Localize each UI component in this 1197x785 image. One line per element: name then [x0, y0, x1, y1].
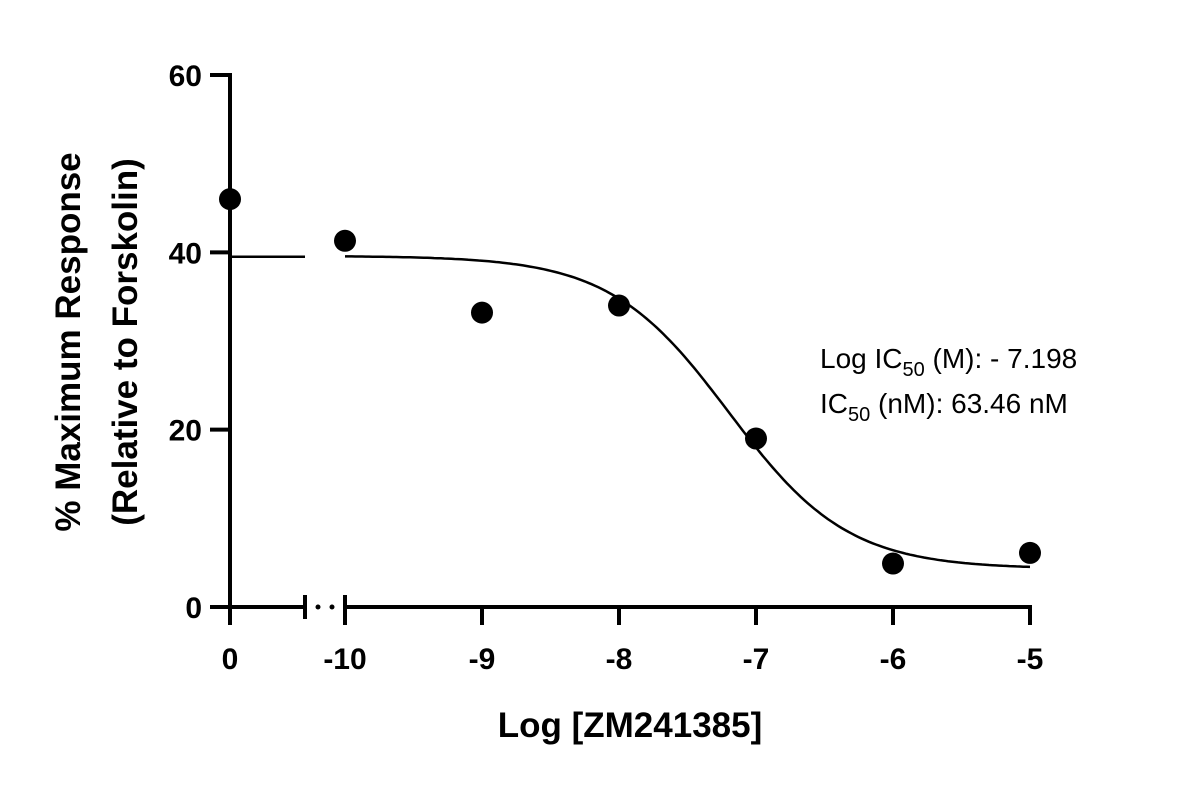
x-tick-label: -5: [1017, 643, 1044, 676]
y-tick-label: 40: [169, 237, 202, 270]
y-axis-title-line1: % Maximum Response: [49, 152, 88, 531]
annotation-ic50-nm-sub: 50: [848, 404, 870, 426]
data-point-baseline: [219, 188, 241, 211]
data-point: [608, 294, 630, 317]
x-axis-title: Log [ZM241385]: [498, 706, 763, 745]
annotation-ic50-nm: IC50 (nM): 63.46 nM: [820, 388, 1068, 426]
data-point: [745, 427, 767, 450]
annotation-log-ic50-pre: Log IC: [820, 343, 903, 374]
data-point: [882, 552, 904, 575]
x-tick-label: -6: [880, 643, 907, 676]
fit-curve-group: [230, 255, 1031, 569]
data-point: [334, 229, 356, 252]
annotation-log-ic50-sub: 50: [903, 359, 925, 381]
y-axis-title-line2: (Relative to Forskolin): [106, 158, 145, 526]
x-axis-break-dot: [315, 604, 321, 610]
chart-axes: [210, 73, 1032, 625]
x-tick-label-baseline: 0: [222, 643, 239, 676]
y-tick-label: 0: [185, 592, 202, 625]
data-points: [219, 188, 1041, 575]
annotation-ic50-nm-post: (nM): 63.46 nM: [870, 388, 1068, 419]
x-tick-label: -9: [469, 643, 496, 676]
annotation-log-ic50-post: (M): - 7.198: [925, 343, 1077, 374]
annotation-ic50-nm-pre: IC: [820, 388, 848, 419]
y-tick-label: 60: [169, 60, 202, 93]
x-tick-label: -10: [323, 643, 366, 676]
tick-labels: 0 20 40 60 0 -10 -9 -8 -7 -6 -5: [169, 60, 1044, 676]
data-point: [1019, 541, 1041, 564]
y-tick-label: 20: [169, 415, 202, 448]
x-tick-label: -7: [743, 643, 770, 676]
annotation-log-ic50: Log IC50 (M): - 7.198: [820, 343, 1077, 381]
x-axis-break-dot: [329, 604, 335, 610]
data-point: [471, 301, 493, 324]
fit-curve: [345, 255, 1031, 569]
x-tick-label: -8: [606, 643, 633, 676]
